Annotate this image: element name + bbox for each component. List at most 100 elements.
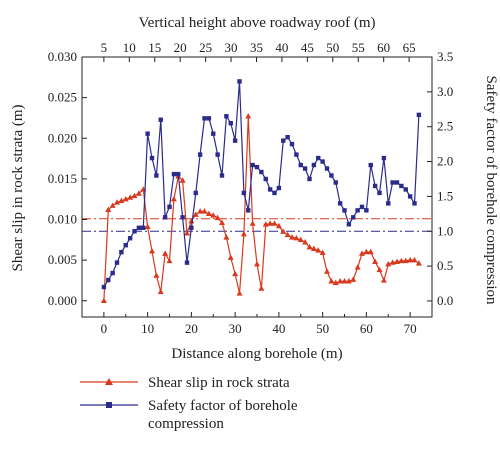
bottom-x-tick-label: 0 — [101, 321, 108, 336]
data-point-safety-factor — [381, 155, 387, 161]
data-point-shear-slip — [122, 195, 129, 202]
data-point-shear-slip — [105, 206, 112, 212]
series-line-0 — [103, 116, 420, 301]
data-point-shear-slip — [297, 236, 304, 243]
data-point-shear-slip — [389, 259, 396, 265]
legend-marker-triangle — [105, 378, 113, 385]
data-point-safety-factor — [355, 208, 360, 213]
data-point-safety-factor — [154, 173, 159, 178]
data-point-safety-factor — [399, 183, 404, 189]
right-y-tick-label: 1.0 — [437, 223, 453, 238]
left-y-tick-label: 0.015 — [48, 171, 77, 186]
data-point-safety-factor — [254, 164, 260, 170]
data-point-shear-slip — [394, 258, 400, 264]
data-point-safety-factor — [184, 260, 190, 265]
right-y-tick-label: 3.5 — [437, 49, 453, 64]
left-y-tick-label: 0.010 — [48, 212, 77, 227]
data-point-shear-slip — [328, 278, 335, 284]
bottom-x-tick-label: 50 — [316, 321, 329, 336]
bottom-x-axis: 0 10 20 30 40 50 60 70 — [81, 312, 433, 336]
data-point-shear-slip — [258, 285, 265, 291]
data-point-shear-slip — [345, 278, 352, 284]
legend-item-safety-factor: Safety factor of borehole compression — [80, 398, 298, 432]
data-point-shear-slip — [284, 231, 291, 238]
left-y-axis: 0.000 0.005 0.010 0.015 0.020 0.025 0.030 — [48, 49, 87, 308]
legend-marker-square — [106, 402, 112, 408]
data-point-shear-slip — [201, 208, 208, 214]
data-point-safety-factor — [132, 229, 137, 234]
data-point-safety-factor — [372, 183, 378, 189]
data-point-safety-factor — [127, 236, 133, 241]
data-point-shear-slip — [262, 221, 269, 227]
top-x-axis: 5 10 15 20 25 30 35 40 45 50 55 60 65 — [101, 40, 416, 62]
data-point-shear-slip — [245, 113, 252, 119]
series-line-1 — [103, 81, 420, 288]
right-y-tick-label: 3.0 — [437, 84, 453, 99]
data-point-shear-slip — [415, 260, 422, 266]
left-y-tick-label: 0.000 — [48, 293, 77, 308]
top-x-tick-label: 55 — [352, 40, 365, 55]
data-point-safety-factor — [320, 159, 325, 164]
bottom-x-tick-label: 40 — [272, 321, 285, 336]
data-point-shear-slip — [341, 278, 348, 284]
data-point-shear-slip — [188, 217, 195, 224]
data-point-shear-slip — [205, 210, 212, 217]
data-point-safety-factor — [364, 208, 369, 213]
data-point-safety-factor — [162, 215, 168, 220]
data-point-safety-factor — [267, 187, 273, 192]
data-point-shear-slip — [197, 208, 204, 214]
left-y-tick-label: 0.005 — [48, 252, 77, 267]
data-point-safety-factor — [106, 277, 111, 283]
data-point-safety-factor — [246, 208, 251, 213]
data-point-safety-factor — [149, 155, 155, 161]
data-point-shear-slip — [114, 199, 120, 205]
data-point-shear-slip — [249, 220, 256, 226]
left-y-tick-label: 0.030 — [48, 49, 77, 64]
data-point-safety-factor — [324, 166, 330, 171]
data-point-safety-factor — [101, 284, 107, 290]
data-point-safety-factor — [167, 204, 172, 210]
data-point-shear-slip — [359, 250, 365, 256]
data-point-safety-factor — [224, 114, 229, 119]
data-point-shear-slip — [135, 190, 142, 196]
data-point-safety-factor — [193, 190, 198, 196]
x-axis-title: Distance along borehole (m) — [171, 346, 342, 362]
data-point-safety-factor — [176, 171, 181, 177]
data-point-safety-factor — [342, 208, 347, 213]
top-x-tick-label: 25 — [199, 40, 212, 55]
data-point-safety-factor — [346, 222, 352, 227]
data-point-safety-factor — [228, 121, 233, 126]
right-y-axis-title: Safety factor of borehole compression — [483, 75, 499, 305]
top-x-axis-title: Vertical height above roadway roof (m) — [139, 15, 376, 31]
data-point-safety-factor — [289, 141, 295, 147]
plot-frame — [81, 56, 433, 318]
top-x-tick-label: 65 — [403, 40, 416, 55]
data-point-shear-slip — [109, 202, 116, 208]
bottom-x-tick-label: 60 — [360, 321, 373, 336]
data-point-safety-factor — [302, 166, 308, 171]
data-point-safety-factor — [298, 162, 303, 168]
data-point-safety-factor — [285, 134, 290, 140]
data-point-safety-factor — [158, 117, 163, 122]
data-point-safety-factor — [311, 162, 317, 168]
legend-label-safety-factor-line-2: compression — [148, 416, 224, 432]
data-point-shear-slip — [280, 228, 287, 234]
data-point-shear-slip — [289, 234, 295, 240]
data-point-shear-slip — [184, 230, 190, 236]
data-point-shear-slip — [354, 264, 361, 270]
data-point-shear-slip — [118, 197, 125, 204]
bottom-x-tick-label: 20 — [185, 321, 198, 336]
top-x-tick-label: 30 — [225, 40, 238, 55]
data-point-shear-slip — [192, 211, 199, 217]
data-point-shear-slip — [332, 279, 339, 286]
data-point-safety-factor — [407, 194, 413, 199]
data-point-shear-slip — [306, 243, 313, 250]
data-point-safety-factor — [329, 173, 334, 178]
data-point-shear-slip — [236, 290, 243, 296]
data-point-shear-slip — [170, 195, 177, 202]
left-y-axis-title: Shear slip in rock strata (m) — [10, 104, 26, 271]
data-point-safety-factor — [359, 204, 365, 210]
data-point-shear-slip — [223, 234, 230, 240]
data-point-shear-slip — [302, 239, 309, 245]
right-y-tick-label: 1.5 — [437, 188, 453, 203]
